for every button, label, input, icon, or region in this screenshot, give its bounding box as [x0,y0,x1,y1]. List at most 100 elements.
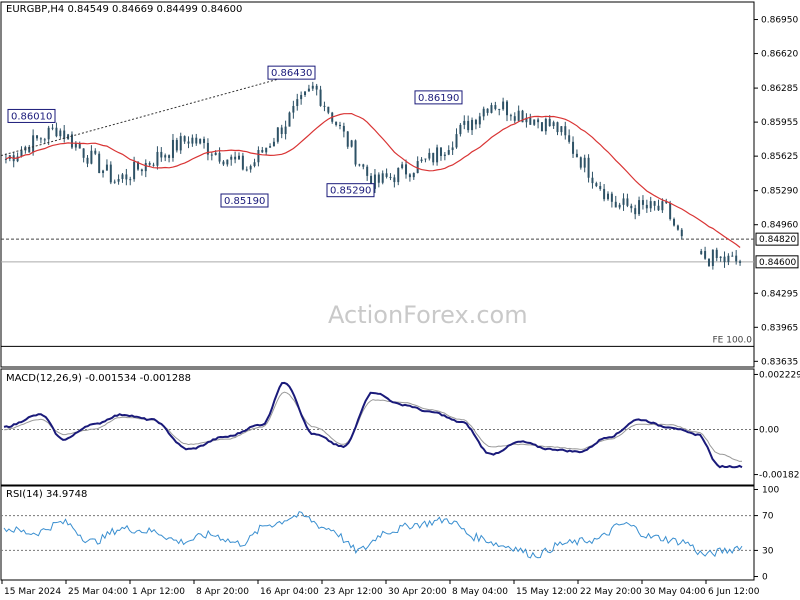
candle-body [338,124,341,126]
candle-body [552,122,555,127]
candle-body [533,119,536,125]
candle-body [564,126,567,136]
candle-body [237,155,240,160]
macd-tick-label: 0.002229 [759,370,800,380]
candle-body [486,108,489,113]
price-tick-label: 0.84960 [761,221,798,231]
price-box [755,255,799,269]
price-annotation-box [7,108,56,123]
candle-body [397,167,400,183]
symbol-header: EURGBP,H4 0.84549 0.84669 0.84499 0.8460… [6,4,243,15]
candle-body [292,105,295,113]
candle-body [587,157,590,178]
candle-body [319,89,322,106]
candle-body [537,119,540,123]
candle-body [261,149,264,153]
macd-tick-label: -0.001827 [759,471,800,481]
candle-body [583,157,586,168]
price-tick-label: 0.84295 [761,289,798,299]
rsi-panel-frame [0,485,755,581]
x-tick-label: 1 Apr 12:00 [132,587,185,597]
price-tick-label: 0.86285 [761,84,798,94]
candle-body [416,161,419,174]
candle-body [513,116,516,121]
macd-tick-label: 0.00 [759,425,779,435]
candle-body [78,143,81,149]
candle-body [649,201,652,209]
candle-body [98,153,101,174]
candle-body [160,151,163,158]
candle-body [109,164,112,183]
candle-body [125,174,128,180]
x-tick-label: 30 May 04:00 [644,587,706,597]
candle-body [401,164,404,168]
candle-body [222,161,225,165]
candle-body [358,164,361,166]
candle-body [657,205,660,211]
candle-body [249,166,252,170]
candle-body [506,101,509,116]
candle-body [63,130,66,139]
candle-body [179,136,182,151]
candle-body [203,138,206,143]
candle-body [540,122,543,132]
candle-body [315,85,318,90]
candle-body [638,200,641,215]
x-tick-label: 8 May 04:00 [452,587,508,597]
candle-body [121,174,124,179]
candle-body [276,127,279,142]
candle-body [490,105,493,113]
candle-body [704,251,707,259]
candle-body [544,118,547,132]
candle-body [210,154,213,156]
candle-body [707,258,710,266]
candle-body [463,120,466,125]
candle-body [191,137,194,144]
candle-body [342,125,345,132]
x-tick-label: 22 May 20:00 [580,587,642,597]
candle-body [43,139,46,141]
candle-body [230,156,233,160]
price-box [755,232,799,246]
macd-header: MACD(12,26,9) -0.001534 -0.001288 [6,373,191,384]
candle-body [661,201,664,211]
candle-body [86,157,89,164]
candle-body [575,153,578,158]
candle-body [304,91,307,96]
candle-body [560,126,563,133]
price-annotation-box [220,193,269,208]
candle-body [723,256,726,262]
candle-body [133,161,136,180]
candle-body [183,136,186,142]
candle-body [265,147,268,153]
candle-body [253,162,256,167]
candle-body [20,150,23,157]
candle-body [195,137,198,144]
candle-body [517,110,520,121]
candle-body [711,249,714,266]
candle-body [152,164,155,166]
candle-body [525,117,528,123]
macd-signal-line [3,391,743,462]
candle-body [680,229,683,237]
candle-body [389,176,392,178]
candle-body [727,255,730,262]
candle-body [257,149,260,163]
candle-body [354,140,357,165]
candle-body [439,147,442,156]
price-tick-label: 0.85955 [761,118,798,128]
candle-body [82,148,85,158]
candle-body [206,142,209,155]
candle-body [39,138,42,140]
candle-body [175,139,178,151]
rsi-header: RSI(14) 34.9748 [6,489,88,500]
candle-body [428,152,431,159]
candle-body [509,115,512,117]
candle-body [51,127,54,129]
x-tick-label: 15 Mar 2024 [4,587,61,597]
candle-body [424,158,427,160]
price-tick-label: 0.83965 [761,323,798,333]
rsi-tick-label: 30 [762,546,774,556]
candle-body [168,155,171,158]
candle-body [335,121,338,125]
